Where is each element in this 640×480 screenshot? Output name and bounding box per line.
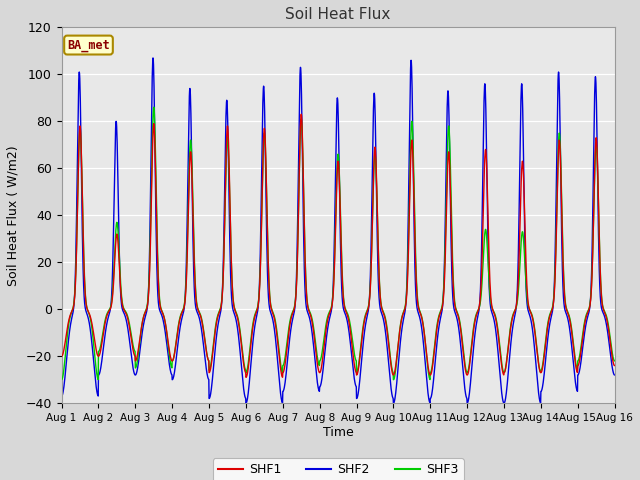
SHF2	[355, 390, 362, 396]
SHF2	[611, 372, 618, 378]
SHF2	[212, 338, 220, 344]
Line: SHF3: SHF3	[61, 107, 614, 380]
SHF1	[367, 284, 374, 290]
SHF2	[577, 356, 585, 362]
SHF2	[562, 310, 570, 316]
SHF1	[242, 374, 250, 380]
Text: BA_met: BA_met	[67, 38, 110, 51]
SHF2	[58, 393, 65, 399]
SHF3	[366, 287, 374, 293]
Line: SHF1: SHF1	[61, 114, 614, 377]
SHF3	[212, 321, 220, 326]
Legend: SHF1, SHF2, SHF3: SHF1, SHF2, SHF3	[212, 458, 463, 480]
SHF1	[58, 353, 65, 359]
SHF1	[499, 370, 507, 376]
SHF2	[499, 398, 507, 404]
SHF1	[298, 111, 305, 117]
SHF3	[58, 377, 65, 383]
SHF3	[354, 365, 362, 371]
SHF2	[242, 400, 250, 406]
X-axis label: Time: Time	[323, 426, 353, 439]
SHF3	[150, 104, 157, 110]
SHF1	[577, 346, 585, 351]
Line: SHF2: SHF2	[61, 58, 614, 403]
SHF1	[611, 362, 618, 368]
SHF1	[355, 367, 362, 372]
SHF2	[367, 273, 374, 278]
SHF3	[577, 343, 585, 349]
SHF1	[212, 325, 220, 331]
Title: Soil Heat Flux: Soil Heat Flux	[285, 7, 391, 22]
Y-axis label: Soil Heat Flux ( W/m2): Soil Heat Flux ( W/m2)	[7, 145, 20, 286]
SHF1	[562, 305, 570, 311]
SHF3	[499, 367, 507, 372]
SHF3	[611, 358, 618, 364]
SHF3	[562, 302, 570, 308]
SHF2	[149, 55, 157, 61]
